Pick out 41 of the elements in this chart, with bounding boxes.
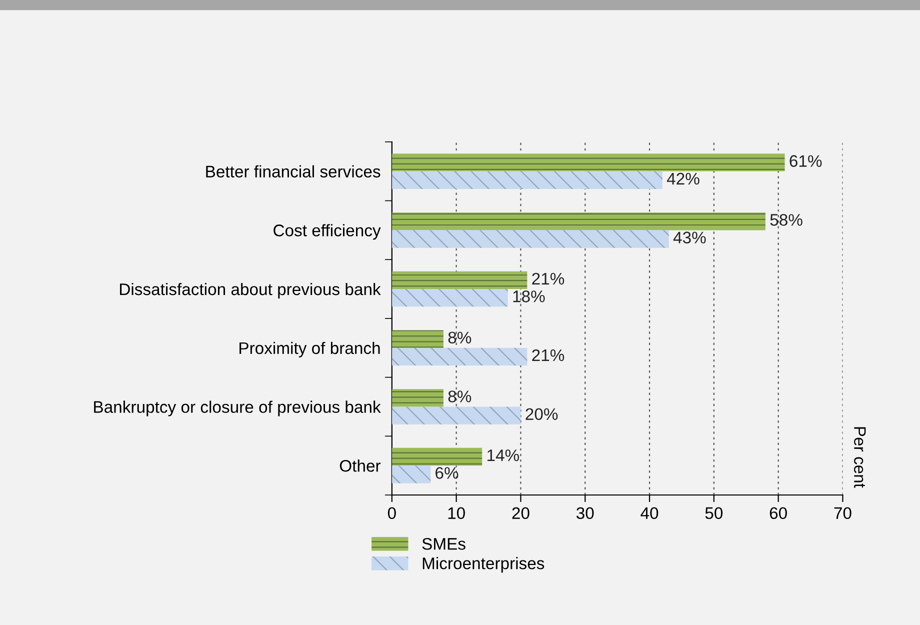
y-tick-label: Cost efficiency	[274, 224, 381, 240]
y-tick-label: Bankruptcy or closure of previous bank	[94, 400, 381, 416]
legend-label: Microenterprises	[422, 557, 544, 573]
data-label: 8%	[448, 390, 472, 402]
bar	[392, 154, 785, 172]
x-tick-label: 10	[448, 507, 465, 520]
bar	[392, 230, 669, 248]
data-label: 8%	[448, 332, 472, 344]
y-tick-label: Dissatisfaction about previous bank	[120, 282, 381, 299]
data-label: 43%	[673, 232, 706, 244]
x-tick-label: 70	[834, 507, 852, 520]
data-label: 18%	[513, 290, 545, 302]
bar	[392, 212, 766, 230]
x-tick-label: 40	[640, 507, 658, 520]
bar	[392, 171, 662, 189]
y-tick-label: Better financial services	[206, 165, 380, 178]
x-tick-label: 30	[576, 507, 594, 520]
bar	[392, 389, 444, 407]
data-label: 21%	[532, 349, 564, 362]
x-tick-label: 0	[388, 507, 396, 520]
data-label: 42%	[666, 172, 700, 185]
data-label: 21%	[532, 272, 564, 285]
x-tick-label: 20	[512, 507, 530, 520]
bar	[392, 348, 528, 366]
data-label: 61%	[790, 155, 822, 167]
data-label: 14%	[488, 449, 520, 462]
bar	[392, 448, 482, 466]
bar	[392, 289, 508, 307]
x-tick-label: 50	[705, 507, 723, 520]
y-tick-label: Proximity of branch	[240, 342, 380, 358]
data-label: 6%	[436, 467, 458, 479]
bar	[392, 330, 444, 348]
data-label: 20%	[526, 408, 558, 420]
bar	[392, 271, 528, 290]
data-label: 58%	[770, 214, 802, 226]
bar	[392, 466, 431, 484]
bar	[392, 406, 521, 424]
legend-label: SMEs	[422, 538, 466, 550]
text: Per cent	[854, 427, 866, 488]
x-tick-label: 60	[770, 507, 787, 520]
y-tick-label: Other	[340, 460, 381, 472]
